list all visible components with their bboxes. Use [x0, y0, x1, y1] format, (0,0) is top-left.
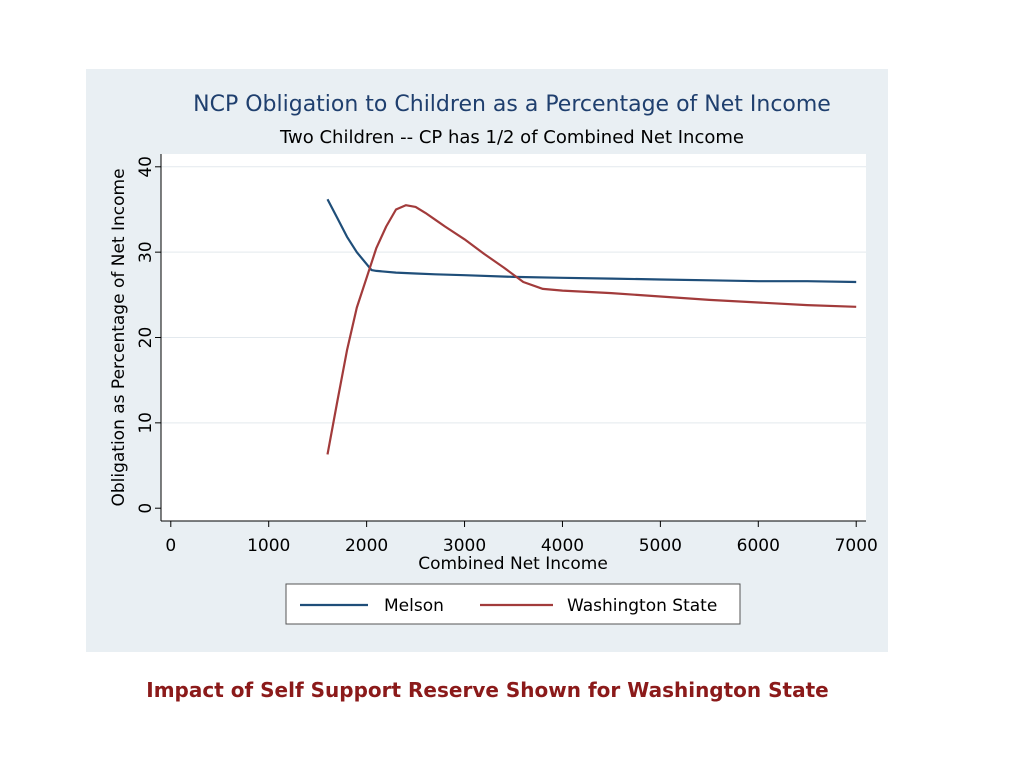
y-tick-label: 0 — [136, 503, 156, 514]
series-lines — [326, 198, 857, 455]
x-tick-label: 4000 — [541, 536, 584, 556]
legend-label-melson: Melson — [384, 596, 444, 616]
legend-label-washington-state: Washington State — [567, 596, 717, 616]
x-tick-label: 7000 — [835, 536, 878, 556]
x-tick-label: 1000 — [247, 536, 290, 556]
x-tick-label: 5000 — [639, 536, 682, 556]
chart-panel: 0 10 20 30 40 0 1000 2000 3000 4000 5000 6000 7000 N… — [86, 69, 888, 652]
y-axis-label: Obligation as Percentage of Net Income — [109, 168, 129, 506]
legend: Melson Washington State — [285, 583, 741, 625]
x-tick-label: 2000 — [345, 536, 388, 556]
series-line-washington-state — [326, 204, 857, 455]
y-tick-label: 10 — [136, 412, 156, 434]
line-chart: 0 10 20 30 40 0 1000 2000 3000 4000 5000 6000 7000 N… — [109, 92, 878, 625]
y-tick-label: 40 — [136, 156, 156, 178]
y-tick-label: 20 — [136, 327, 156, 349]
x-tick-label: 0 — [165, 536, 176, 556]
slide-caption: Impact of Self Support Reserve Shown for… — [146, 678, 829, 702]
axes: 0 10 20 30 40 0 1000 2000 3000 4000 5000 6000 7000 — [136, 154, 878, 556]
y-tick-label: 30 — [136, 241, 156, 263]
gridlines — [161, 166, 866, 424]
x-tick-label: 3000 — [443, 536, 486, 556]
x-tick-label: 6000 — [737, 536, 780, 556]
series-line-melson — [326, 198, 857, 284]
chart-subtitle: Two Children -- CP has 1/2 of Combined N… — [279, 127, 744, 148]
chart-title: NCP Obligation to Children as a Percenta… — [193, 92, 831, 117]
x-axis-label: Combined Net Income — [418, 554, 608, 574]
